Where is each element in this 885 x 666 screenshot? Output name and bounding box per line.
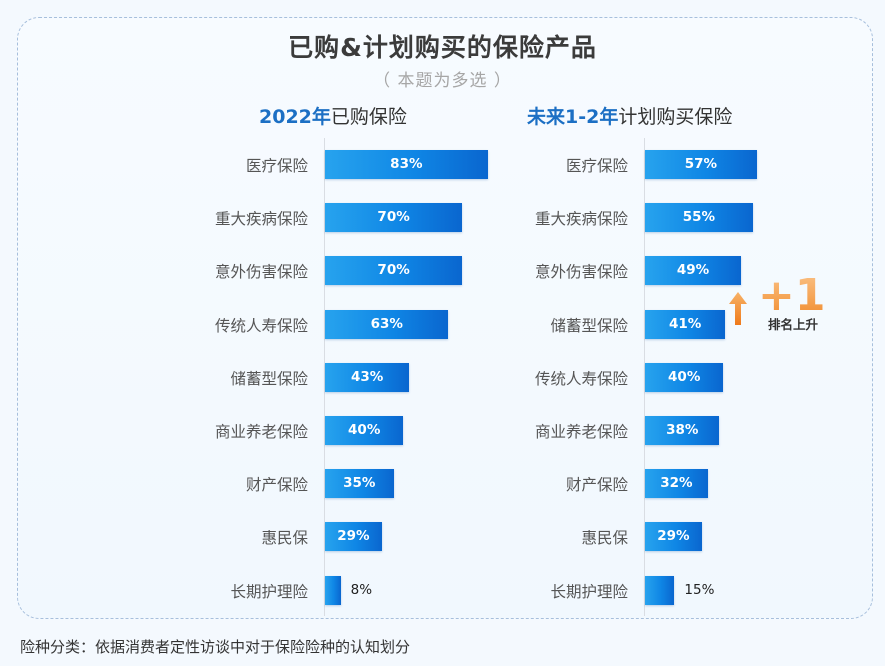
right-value-label: 40% [668, 368, 701, 385]
right-bar [645, 362, 724, 392]
right-heading-rest: 计划购买保险 [618, 106, 733, 128]
left-value-label: 70% [377, 209, 410, 226]
right-category-label: 财产保险 [565, 476, 628, 495]
right-bar [645, 309, 726, 339]
chart-subtitle: （ 本题为多选 ） [373, 71, 512, 91]
right-category-label: 惠民保 [581, 529, 628, 548]
left-value-label: 8% [350, 581, 373, 598]
right-value-label: 32% [660, 475, 693, 492]
right-category-label: 重大疾病保险 [534, 210, 628, 229]
left-category-label: 意外伤害保险 [214, 263, 308, 282]
right-value-label: 38% [666, 422, 699, 438]
right-bar [645, 575, 675, 605]
right-category-label: 医疗保险 [565, 157, 628, 175]
left-heading-accent: 2022年 [259, 106, 331, 128]
right-category-label: 意外伤害保险 [534, 263, 628, 282]
left-axis-line [324, 138, 325, 616]
left-bar [325, 150, 488, 179]
right-bar [645, 469, 708, 499]
left-value-label: 70% [377, 262, 410, 279]
right-bar [645, 203, 753, 233]
left-heading-rest: 已购保险 [330, 106, 407, 128]
left-bar [325, 362, 410, 392]
left-bar [325, 522, 382, 552]
left-value-label: 63% [370, 315, 403, 332]
rank-up-badge: +1 [729, 270, 825, 325]
left-category-label: 重大疾病保险 [214, 210, 308, 229]
left-category-label: 商业养老保险 [214, 423, 308, 441]
left-value-label: 35% [343, 475, 376, 492]
left-value-label: 29% [337, 528, 370, 545]
left-column-heading: 2022年已购保险 [259, 102, 407, 129]
chart-title: 已购&计划购买的保险产品 [288, 33, 597, 62]
left-value-label: 43% [350, 368, 384, 385]
right-bar [645, 416, 720, 445]
left-bar [325, 575, 341, 605]
right-category-label: 商业养老保险 [534, 423, 628, 441]
left-value-label: 40% [348, 422, 381, 438]
right-value-label: 41% [669, 315, 702, 332]
left-bar [325, 309, 449, 339]
left-category-label: 惠民保 [261, 529, 308, 548]
right-value-label: 49% [676, 262, 710, 279]
right-column-heading: 未来1-2年计划购买保险 [527, 102, 732, 129]
rank-up-label: 排名上升 [768, 317, 819, 332]
right-heading-accent: 未来1-2年 [527, 106, 619, 128]
up-arrow-icon [729, 292, 747, 325]
left-bar [325, 256, 463, 286]
right-value-label: 57% [684, 156, 718, 172]
left-category-label: 储蓄型保险 [230, 369, 308, 388]
right-category-label: 传统人寿保险 [534, 369, 628, 388]
right-bar [645, 150, 757, 179]
left-category-label: 长期护理险 [230, 582, 308, 601]
right-axis-line [644, 138, 645, 616]
left-category-label: 医疗保险 [245, 157, 308, 175]
left-category-label: 传统人寿保险 [214, 316, 308, 335]
rank-plus-number: +1 [758, 270, 825, 321]
left-bar [325, 416, 404, 445]
right-value-label: 15% [684, 581, 715, 598]
left-value-label: 83% [390, 156, 423, 172]
left-bar [325, 469, 394, 499]
right-bar [645, 522, 702, 552]
right-category-label: 长期护理险 [550, 582, 628, 601]
left-bar [325, 203, 463, 233]
right-value-label: 55% [682, 209, 716, 226]
footnote: 险种分类：依据消费者定性访谈中对于保险险种的认知划分 [20, 638, 411, 656]
right-bar [645, 256, 742, 286]
left-category-label: 财产保险 [245, 476, 308, 495]
right-value-label: 29% [657, 528, 690, 545]
right-category-label: 储蓄型保险 [550, 316, 628, 335]
